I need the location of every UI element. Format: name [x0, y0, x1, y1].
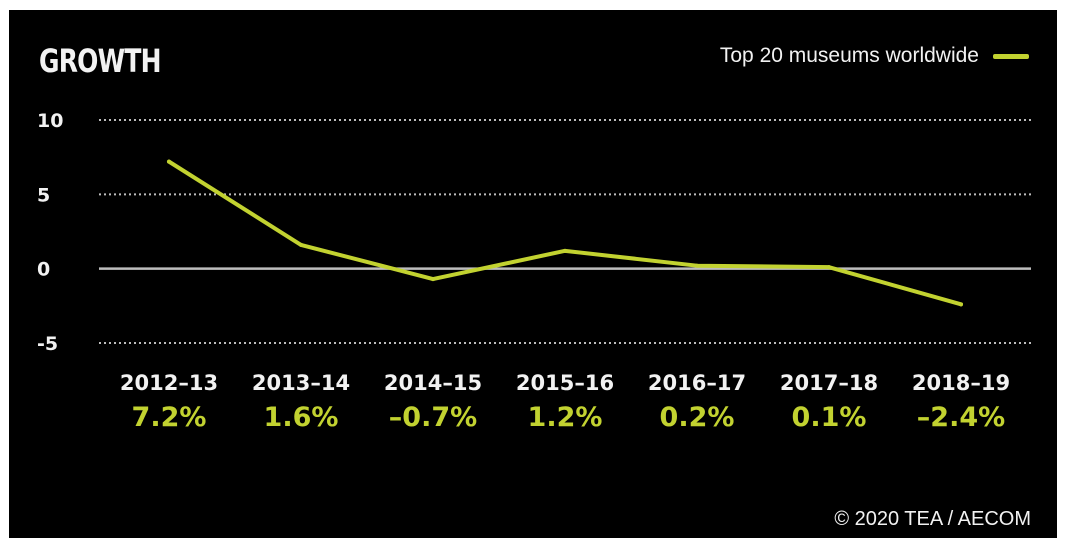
- data-label: 0.1%: [792, 402, 867, 433]
- y-tick-label: 5: [37, 184, 50, 206]
- data-point: [695, 263, 699, 268]
- line-chart: 10 5 0 -5 2012–13 7.2% 2013–14 1.6% 2014–15 –0.7%…: [37, 110, 1031, 433]
- data-label: 1.2%: [528, 402, 603, 433]
- data-point: [299, 242, 303, 247]
- y-tick-label: 10: [37, 110, 63, 132]
- data-label: –0.7%: [389, 402, 477, 433]
- data-point: [827, 265, 831, 270]
- data-label: 1.6%: [264, 402, 339, 433]
- copyright-text: © 2020 TEA / AECOM: [834, 508, 1031, 530]
- x-tick-label: 2013–14: [252, 371, 350, 395]
- data-point: [959, 302, 963, 307]
- data-point: [431, 277, 435, 282]
- legend-swatch: [993, 53, 1029, 59]
- data-label: 0.2%: [660, 402, 735, 433]
- legend-label: Top 20 museums worldwide: [719, 44, 979, 67]
- chart-panel: GROWTH Top 20 museums worldwide 10 5 0 -5 20…: [9, 10, 1057, 538]
- chart-legend: Top 20 museums worldwide: [720, 44, 1029, 68]
- data-point: [563, 248, 567, 253]
- data-label: 7.2%: [132, 402, 207, 433]
- data-label: –2.4%: [917, 402, 1005, 433]
- x-tick-label: 2018–19: [912, 371, 1010, 395]
- y-tick-label: -5: [37, 333, 58, 355]
- x-tick-label: 2017–18: [780, 371, 878, 395]
- x-tick-label: 2016–17: [648, 371, 746, 395]
- series-line: [167, 159, 963, 307]
- y-tick-label: 0: [37, 259, 50, 281]
- chart-title: GROWTH: [39, 42, 161, 80]
- x-tick-label: 2014–15: [384, 371, 482, 395]
- data-point: [167, 159, 171, 164]
- x-tick-label: 2012–13: [120, 371, 218, 395]
- x-tick-label: 2015–16: [516, 371, 614, 395]
